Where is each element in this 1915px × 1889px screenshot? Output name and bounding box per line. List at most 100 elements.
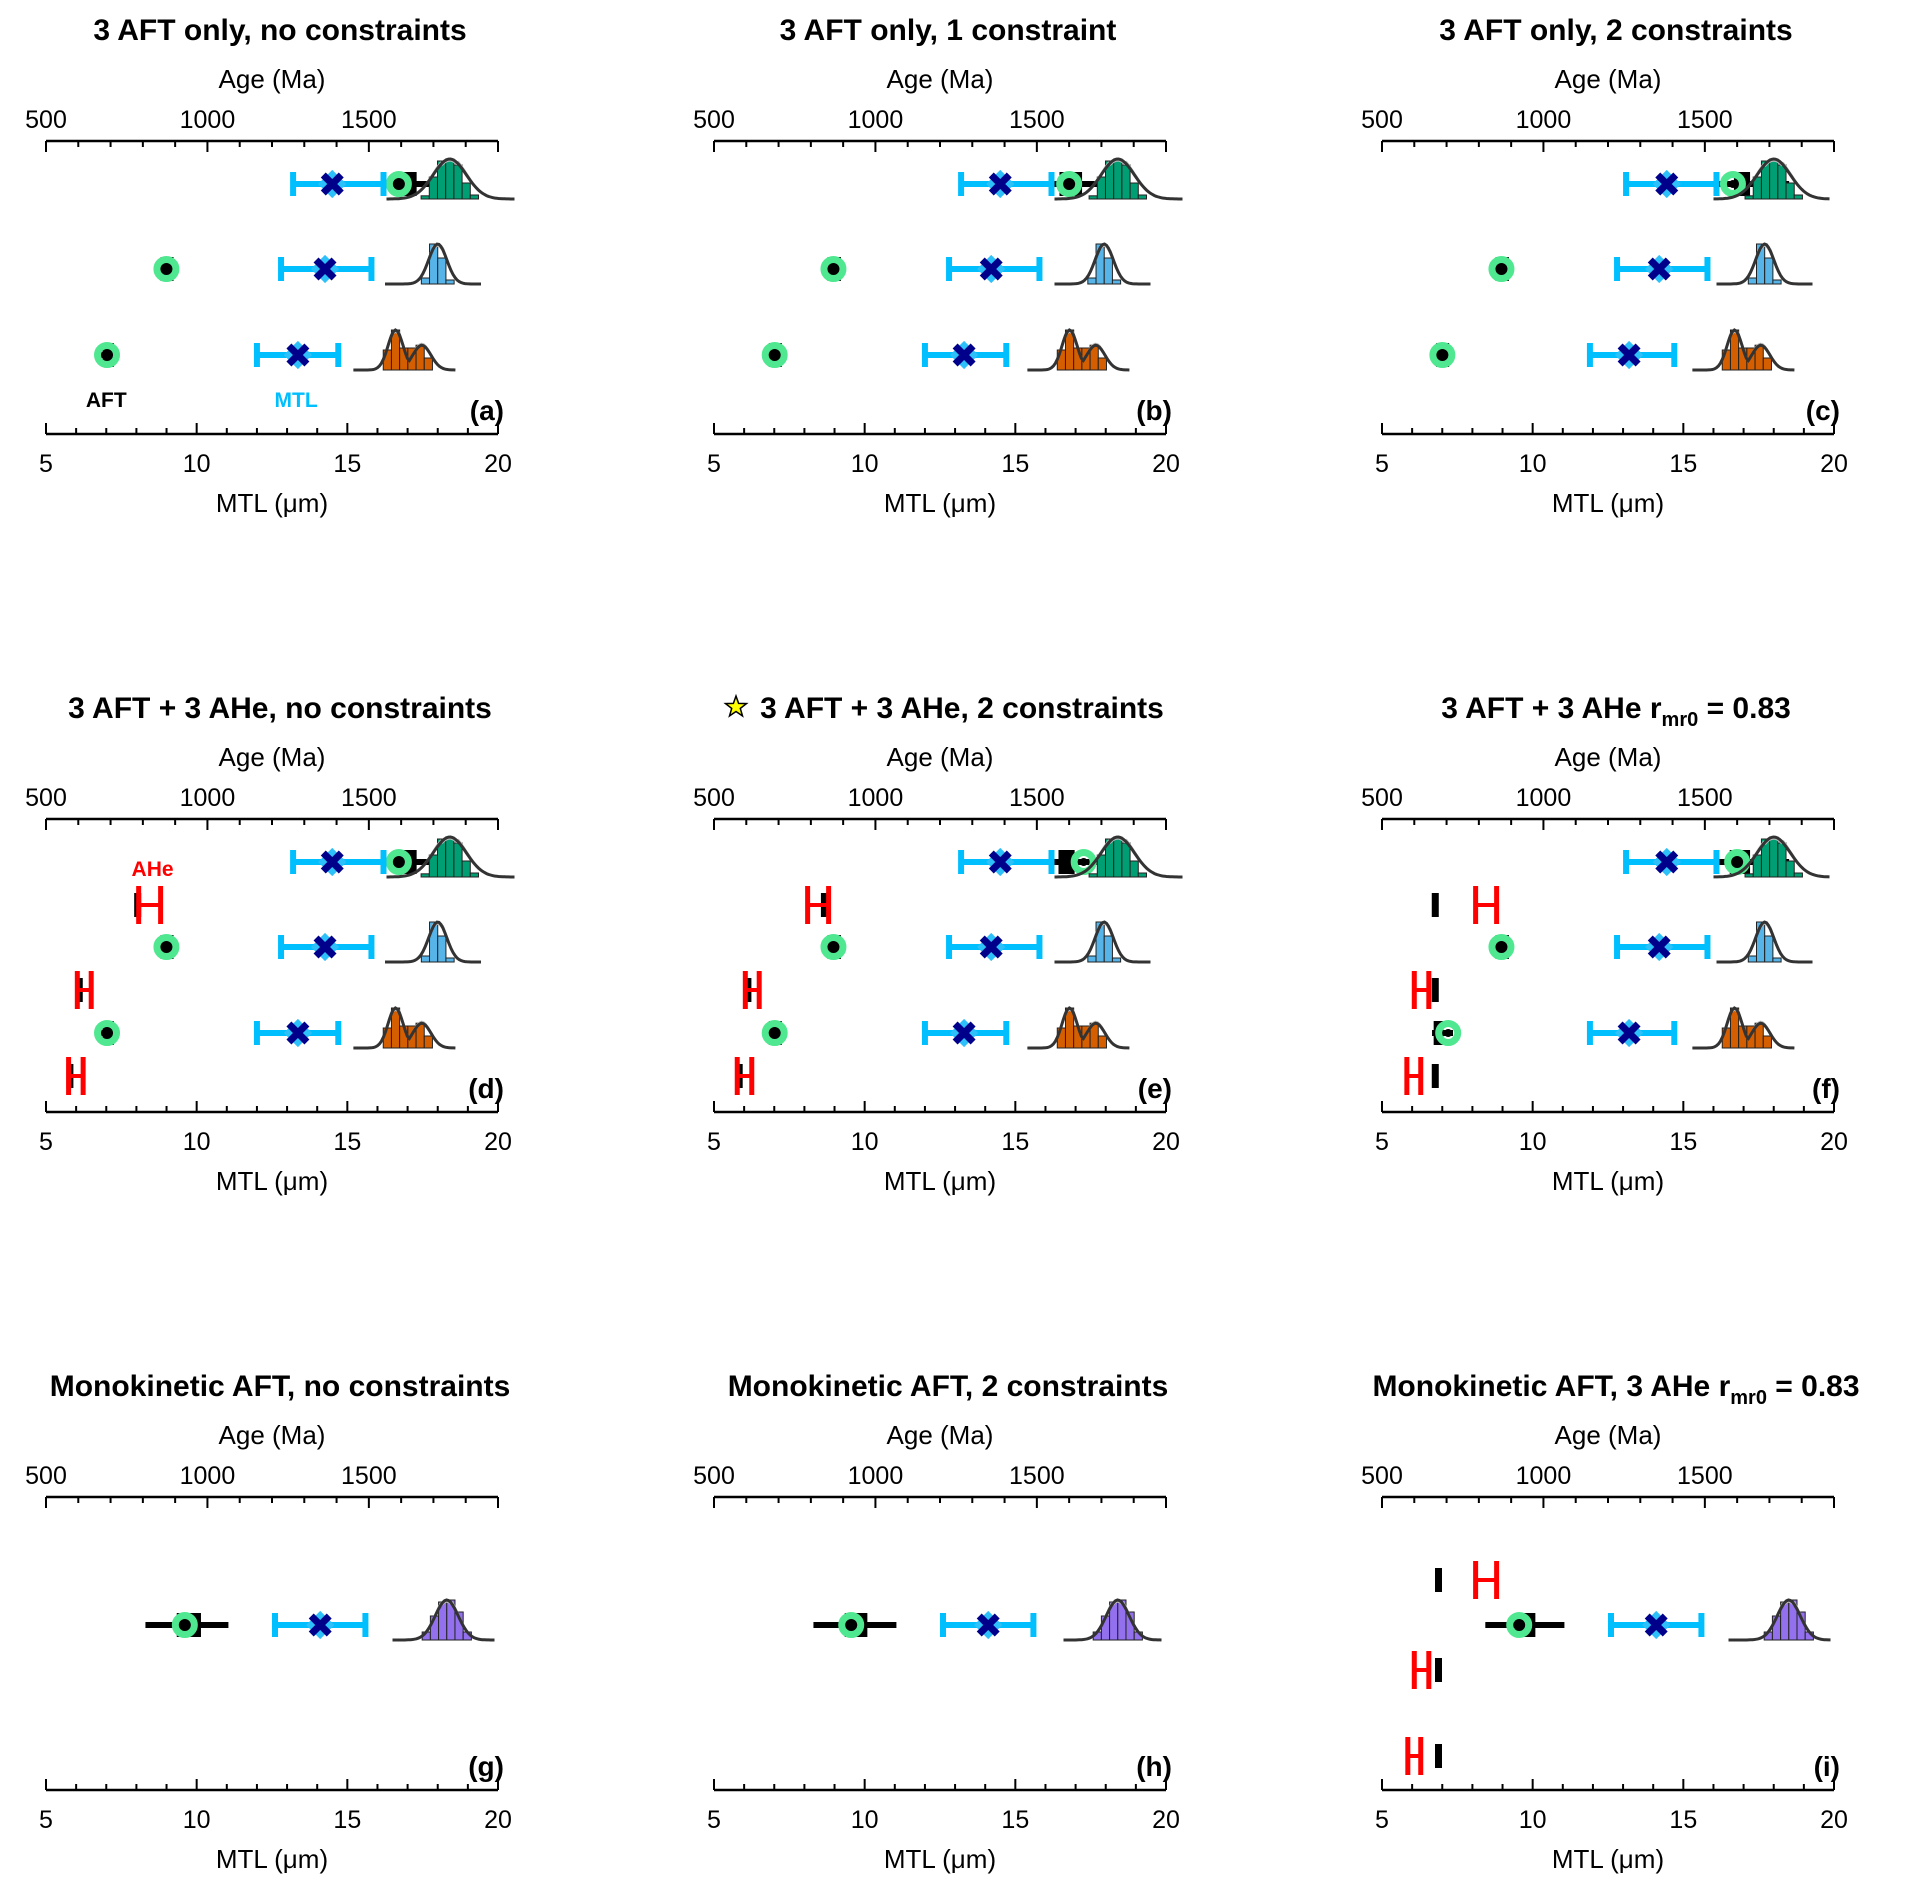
title-text: Monokinetic AFT, 3 AHe r	[1372, 1370, 1730, 1403]
mtl-model-marker	[286, 343, 310, 367]
aft-observed-age-dot	[1733, 858, 1742, 866]
panel-label: (d)	[468, 1073, 504, 1104]
histogram-bar	[1087, 277, 1097, 285]
age-axis-label: Age (Ma)	[887, 1420, 994, 1450]
histogram-bar	[445, 158, 455, 200]
mtl-tick-label: 15	[1669, 450, 1697, 478]
mtl-model-marker	[1617, 1021, 1641, 1045]
mtl-axis-label: MTL (μm)	[1552, 488, 1664, 518]
histogram-bar	[1764, 935, 1774, 963]
histogram-bar	[1111, 957, 1122, 963]
mtl-tick-label: 5	[39, 450, 53, 478]
aft-observed-age-dot	[770, 1029, 779, 1037]
aft-observed-age-dot	[1065, 180, 1074, 188]
mtl-axis-label: MTL (μm)	[216, 488, 328, 518]
ahe-label: AHe	[132, 858, 174, 881]
sample-row	[290, 157, 515, 201]
histogram-bar	[461, 182, 471, 200]
panel-title: 3 AFT only, 1 constraint	[780, 14, 1117, 47]
panel-e: 3 AFT + 3 AHe, 2 constraints Age (Ma) 500 1…	[693, 692, 1183, 1196]
mtl-model-marker	[313, 935, 337, 959]
mtl-tick-label: 5	[1375, 1806, 1389, 1834]
mtl-model-marker	[976, 1613, 1000, 1637]
aft-observed-age-dot	[162, 265, 171, 273]
mtl-model-marker	[1644, 1613, 1668, 1637]
aft-observed-age-dot	[394, 858, 403, 866]
histogram-fit-curve	[1713, 157, 1830, 201]
histogram-bar	[445, 957, 455, 963]
age-tick-label: 500	[25, 784, 67, 812]
histogram-bar	[1772, 279, 1782, 285]
histogram-fit-curve	[392, 1598, 495, 1642]
histogram-bar	[1764, 257, 1774, 285]
histogram-bar	[469, 194, 479, 200]
mtl-model-marker	[286, 1021, 310, 1045]
histogram-fit-curve	[1027, 1006, 1130, 1050]
histogram-bar	[1103, 257, 1113, 285]
mtl-label: MTL	[275, 389, 318, 412]
aft-observed-age-dot	[103, 351, 112, 359]
histogram-bar	[1087, 955, 1097, 963]
histogram-fit-curve	[386, 835, 515, 879]
age-tick-label: 1500	[1677, 106, 1733, 134]
ahe-model-age-marker	[1435, 1658, 1442, 1682]
ahe-sample	[134, 886, 164, 924]
mtl-axis-label: MTL (μm)	[884, 488, 996, 518]
ahe-sample	[1411, 971, 1439, 1009]
aft-observed-age-dot	[103, 1029, 112, 1037]
title-text: Monokinetic AFT, no constraints	[50, 1370, 511, 1403]
histogram-bar	[1785, 860, 1795, 878]
sample-row	[1432, 1006, 1795, 1050]
sample-row	[1485, 1598, 1831, 1642]
histogram-bar	[423, 1035, 433, 1049]
histogram-bar	[1111, 279, 1122, 285]
panel-title: Monokinetic AFT, no constraints	[50, 1370, 511, 1403]
ahe-model-age-marker	[1431, 978, 1439, 1002]
mtl-tick-label: 20	[1152, 1806, 1180, 1834]
mtl-model-marker	[308, 1613, 332, 1637]
mtl-tick-label: 10	[1519, 1128, 1547, 1156]
aft-observed-age-marker	[94, 1020, 121, 1046]
panel-b: 3 AFT only, 1 constraint Age (Ma) 500 1000 1…	[693, 14, 1183, 518]
sample-row	[820, 920, 1151, 964]
mtl-tick-label: 10	[183, 450, 211, 478]
histogram-bar	[453, 842, 463, 878]
aft-observed-age-marker	[838, 1612, 865, 1638]
title-subscript: mr0	[1662, 709, 1699, 731]
panel-label: (c)	[1806, 395, 1840, 426]
mtl-tick-label: 10	[183, 1128, 211, 1156]
histogram-fit-curve	[353, 1006, 456, 1050]
aft-observed-age-marker	[1056, 171, 1083, 197]
panel-label: (g)	[468, 1751, 504, 1782]
mtl-tick-label: 20	[484, 1128, 512, 1156]
histogram-bar	[420, 195, 430, 200]
histogram-bar	[469, 872, 479, 878]
aft-observed-age-marker	[94, 342, 121, 368]
title-suffix: = 0.83	[1767, 1370, 1860, 1403]
title-text: 3 AFT only, 1 constraint	[780, 14, 1117, 47]
mtl-model-marker	[1655, 850, 1679, 874]
mtl-axis-label: MTL (μm)	[1552, 1844, 1664, 1874]
mtl-tick-label: 5	[39, 1128, 53, 1156]
sample-row	[153, 242, 481, 286]
ahe-model-age-marker	[1431, 1064, 1439, 1088]
mtl-axis-label: MTL (μm)	[884, 1844, 996, 1874]
histogram-bar	[1772, 957, 1782, 963]
histogram-bar	[1777, 842, 1787, 878]
mtl-model-marker	[952, 1021, 976, 1045]
mtl-model-marker	[320, 850, 344, 874]
histogram-fit-curve	[1054, 157, 1183, 201]
panel-c: 3 AFT only, 2 constraints Age (Ma) 500 1000…	[1361, 14, 1848, 518]
mtl-model-marker	[988, 172, 1012, 196]
histogram-bar	[1762, 357, 1772, 371]
aft-observed-age-dot	[1438, 351, 1447, 359]
title-text: 3 AFT only, 2 constraints	[1439, 14, 1792, 47]
aft-observed-age-dot	[1497, 265, 1506, 273]
sample-row	[958, 835, 1183, 879]
aft-model-age-box	[1058, 850, 1075, 874]
mtl-tick-label: 10	[183, 1806, 211, 1834]
age-tick-label: 1500	[1009, 784, 1065, 812]
aft-observed-age-marker	[1719, 171, 1746, 197]
age-tick-label: 1000	[848, 784, 904, 812]
mtl-axis-label: MTL (μm)	[216, 1844, 328, 1874]
